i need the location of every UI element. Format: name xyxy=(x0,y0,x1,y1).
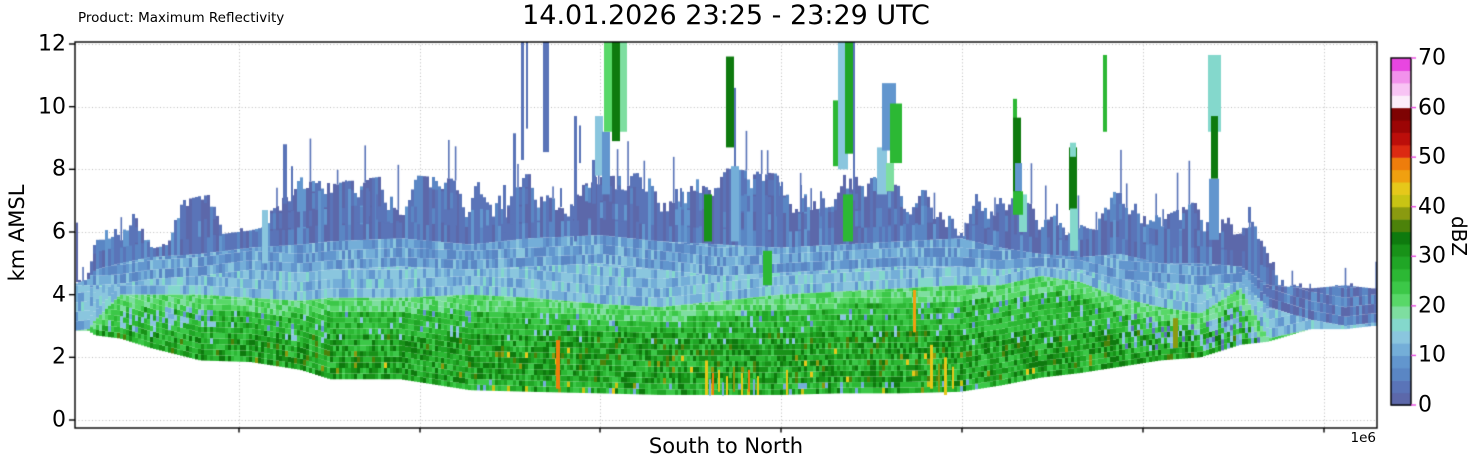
chart-title: 14.01.2026 23:25 - 23:29 UTC xyxy=(522,0,930,31)
x-axis-offset-label: 1e6 xyxy=(1350,430,1376,446)
x-axis-label: South to North xyxy=(648,434,804,458)
colorbar-tick-label: 50 xyxy=(1418,144,1446,170)
colorbar-tick-label: 70 xyxy=(1418,45,1446,71)
y-tick-label: 4 xyxy=(52,282,66,308)
colorbar-label: dBZ xyxy=(1447,215,1471,257)
colorbar-tick-label: 60 xyxy=(1418,95,1446,121)
y-tick-label: 0 xyxy=(52,407,66,433)
colorbar-tick-label: 10 xyxy=(1418,342,1446,368)
y-tick-label: 6 xyxy=(52,219,66,245)
colorbar-tick-label: 40 xyxy=(1418,194,1446,220)
y-tick-label: 10 xyxy=(38,94,66,120)
y-tick-label: 12 xyxy=(38,31,66,57)
y-tick-label: 2 xyxy=(52,344,66,370)
colorbar-tick-label: 0 xyxy=(1418,392,1432,418)
colorbar-tick-label: 30 xyxy=(1418,243,1446,269)
product-label: Product: Maximum Reflectivity xyxy=(78,10,285,26)
colorbar-tick-label: 20 xyxy=(1418,293,1446,319)
y-tick-label: 8 xyxy=(52,156,66,182)
